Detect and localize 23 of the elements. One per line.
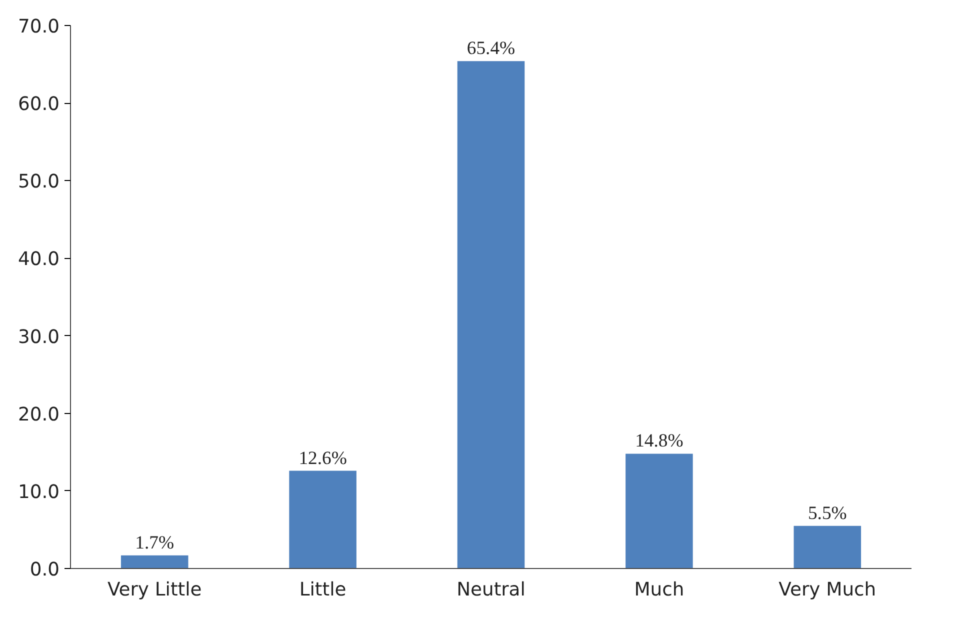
- bar: [120, 555, 188, 568]
- data-label: 5.5%: [808, 502, 847, 524]
- x-tick-label: Little: [299, 580, 346, 600]
- x-tick-label: Neutral: [456, 580, 526, 600]
- x-tick-label: Much: [634, 580, 684, 600]
- bar: [626, 454, 693, 568]
- y-tick-label: 60.0: [18, 94, 60, 116]
- data-label: 12.6%: [298, 448, 347, 469]
- y-tick-label: 10.0: [18, 482, 60, 503]
- y-tick-label: 40.0: [18, 249, 60, 270]
- data-label: 14.8%: [635, 430, 684, 452]
- y-tick-label: 30.0: [18, 326, 60, 348]
- y-tick-label: 20.0: [18, 404, 60, 426]
- data-label: 1.7%: [135, 532, 174, 554]
- bar: [289, 470, 356, 568]
- y-tick-label: 70.0: [18, 16, 60, 38]
- bar: [794, 526, 862, 568]
- bar: [457, 61, 525, 568]
- y-tick-label: 0.0: [30, 560, 60, 580]
- x-tick-label: Very Little: [107, 580, 202, 600]
- data-label: 65.4%: [466, 38, 516, 60]
- x-tick-label: Very Much: [778, 580, 876, 600]
- y-tick-label: 50.0: [18, 172, 60, 193]
